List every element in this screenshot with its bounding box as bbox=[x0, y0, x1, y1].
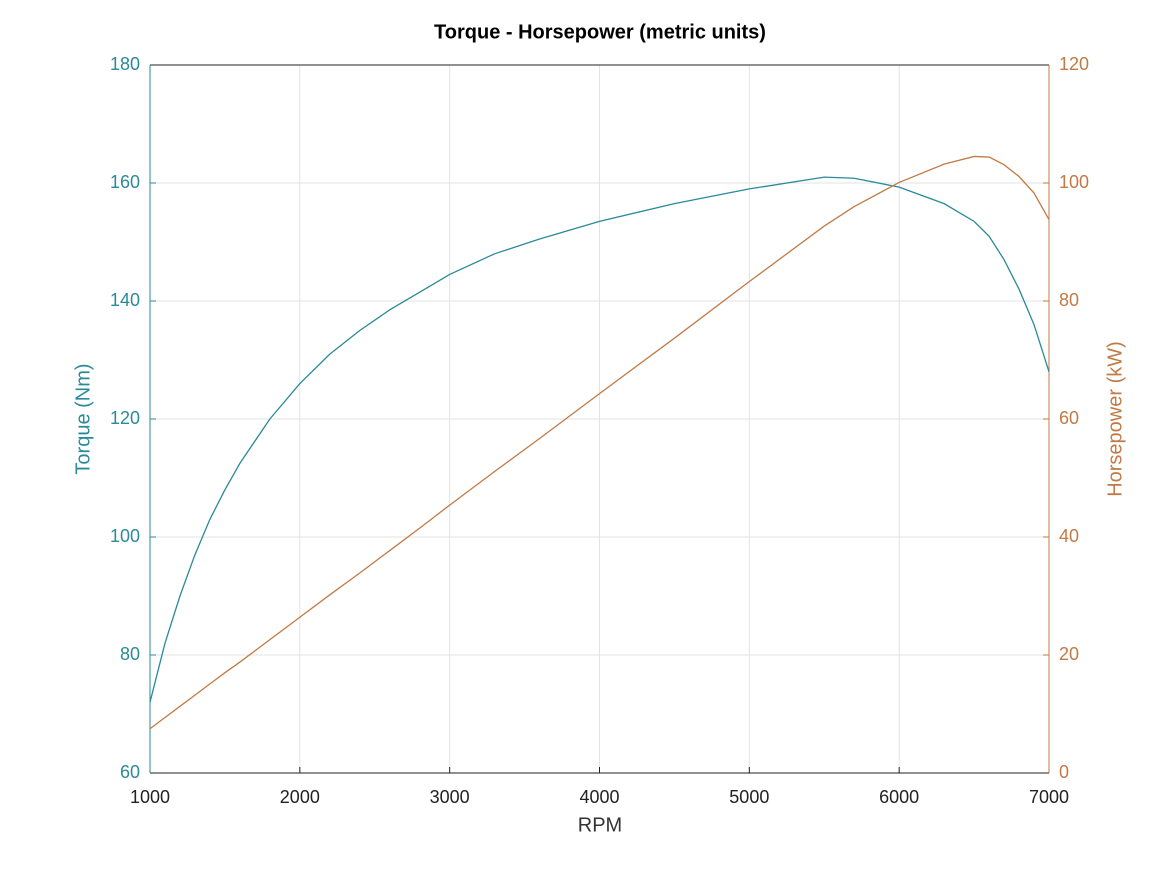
y-tick-label: 160 bbox=[110, 172, 140, 192]
y-tick-label: 100 bbox=[110, 526, 140, 546]
y2-tick-label: 100 bbox=[1059, 172, 1089, 192]
x-axis-label: RPM bbox=[578, 814, 622, 836]
y-tick-label: 80 bbox=[120, 644, 140, 664]
x-tick-label: 1000 bbox=[130, 787, 170, 807]
x-tick-label: 5000 bbox=[729, 787, 769, 807]
chart-title: Torque - Horsepower (metric units) bbox=[434, 21, 766, 43]
line-series bbox=[149, 155, 1050, 730]
x-tick-label: 2000 bbox=[280, 787, 320, 807]
x-tick-label: 6000 bbox=[879, 787, 919, 807]
y2-tick-label: 80 bbox=[1059, 290, 1079, 310]
y2-tick-label: 20 bbox=[1059, 644, 1079, 664]
y-tick-label: 140 bbox=[110, 290, 140, 310]
y-tick-label: 60 bbox=[120, 762, 140, 782]
y2-tick-label: 60 bbox=[1059, 408, 1079, 428]
x-tick-label: 4000 bbox=[579, 787, 619, 807]
y2-axis-label: Horsepower (kW) bbox=[1104, 341, 1126, 497]
y2-tick-label: 0 bbox=[1059, 762, 1069, 782]
y2-tick-label: 120 bbox=[1059, 54, 1089, 74]
line-series bbox=[149, 176, 1050, 703]
x-tick-label: 7000 bbox=[1029, 787, 1069, 807]
y-tick-label: 120 bbox=[110, 408, 140, 428]
y2-tick-label: 40 bbox=[1059, 526, 1079, 546]
y-axis-label: Torque (Nm) bbox=[72, 363, 94, 474]
y-tick-label: 180 bbox=[110, 54, 140, 74]
x-tick-label: 3000 bbox=[430, 787, 470, 807]
